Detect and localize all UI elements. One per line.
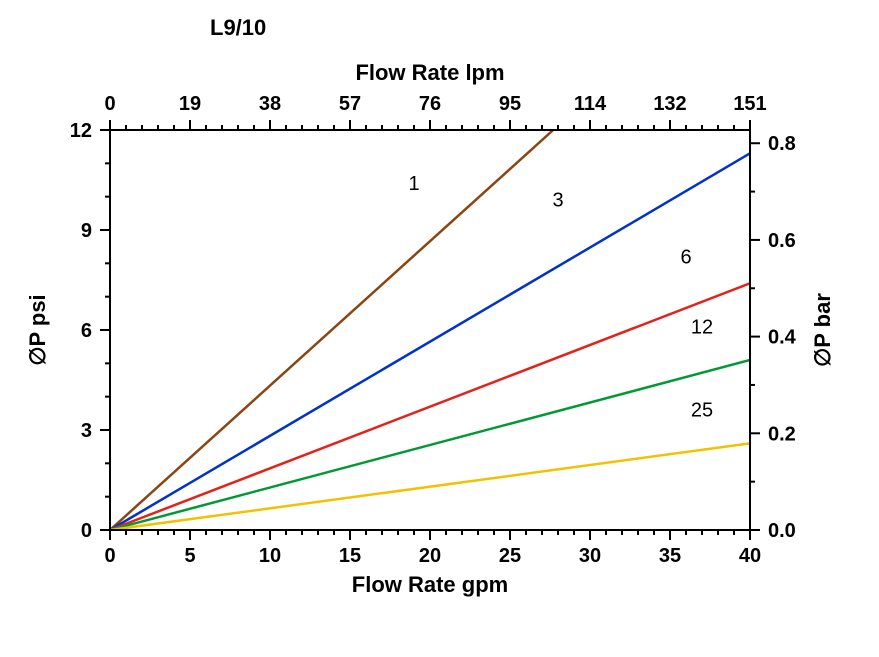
x-top-label: Flow Rate lpm (355, 60, 504, 85)
x-top-tick-label: 76 (419, 93, 441, 115)
x-top-tick-label: 0 (104, 93, 115, 115)
x-bottom-tick-label: 5 (184, 545, 195, 567)
x-top-tick-label: 57 (339, 93, 361, 115)
x-top-tick-label: 38 (259, 93, 281, 115)
y-right-tick-label: 0.6 (768, 230, 796, 252)
series-label-25: 25 (691, 400, 713, 422)
y-left-tick-label: 12 (70, 120, 92, 142)
x-bottom-tick-label: 10 (259, 545, 281, 567)
x-bottom-tick-label: 35 (659, 545, 681, 567)
series-label-6: 6 (680, 246, 691, 268)
y-left-tick-label: 6 (81, 320, 92, 342)
x-top-tick-label: 114 (574, 93, 607, 115)
series-label-1: 1 (408, 173, 419, 195)
x-bottom-tick-label: 20 (419, 545, 441, 567)
x-top-tick-label: 132 (653, 93, 686, 115)
y-left-tick-label: 0 (81, 520, 92, 542)
y-right-tick-label: 0.2 (768, 423, 796, 445)
y-right-tick-label: 0.4 (768, 327, 797, 349)
x-bottom-tick-label: 15 (339, 545, 361, 567)
chart-svg: 0510152025303540Flow Rate gpm01938577695… (0, 0, 879, 657)
x-bottom-label: Flow Rate gpm (352, 572, 508, 597)
series-label-12: 12 (691, 316, 713, 338)
x-bottom-tick-label: 0 (104, 545, 115, 567)
x-bottom-tick-label: 25 (499, 545, 521, 567)
y-right-tick-label: 0.0 (768, 520, 796, 542)
pressure-flow-chart: 0510152025303540Flow Rate gpm01938577695… (0, 0, 879, 657)
chart-title: L9/10 (210, 15, 266, 40)
y-left-tick-label: 9 (81, 220, 92, 242)
y-left-tick-label: 3 (81, 420, 92, 442)
x-bottom-tick-label: 30 (579, 545, 601, 567)
y-left-label: ∅P psi (25, 294, 50, 365)
y-right-label: ∅P bar (810, 293, 835, 367)
x-top-tick-label: 151 (733, 93, 766, 115)
x-top-tick-label: 95 (499, 93, 521, 115)
x-top-tick-label: 19 (179, 93, 201, 115)
y-right-tick-label: 0.8 (768, 133, 796, 155)
x-bottom-tick-label: 40 (739, 545, 761, 567)
series-label-3: 3 (552, 190, 563, 212)
